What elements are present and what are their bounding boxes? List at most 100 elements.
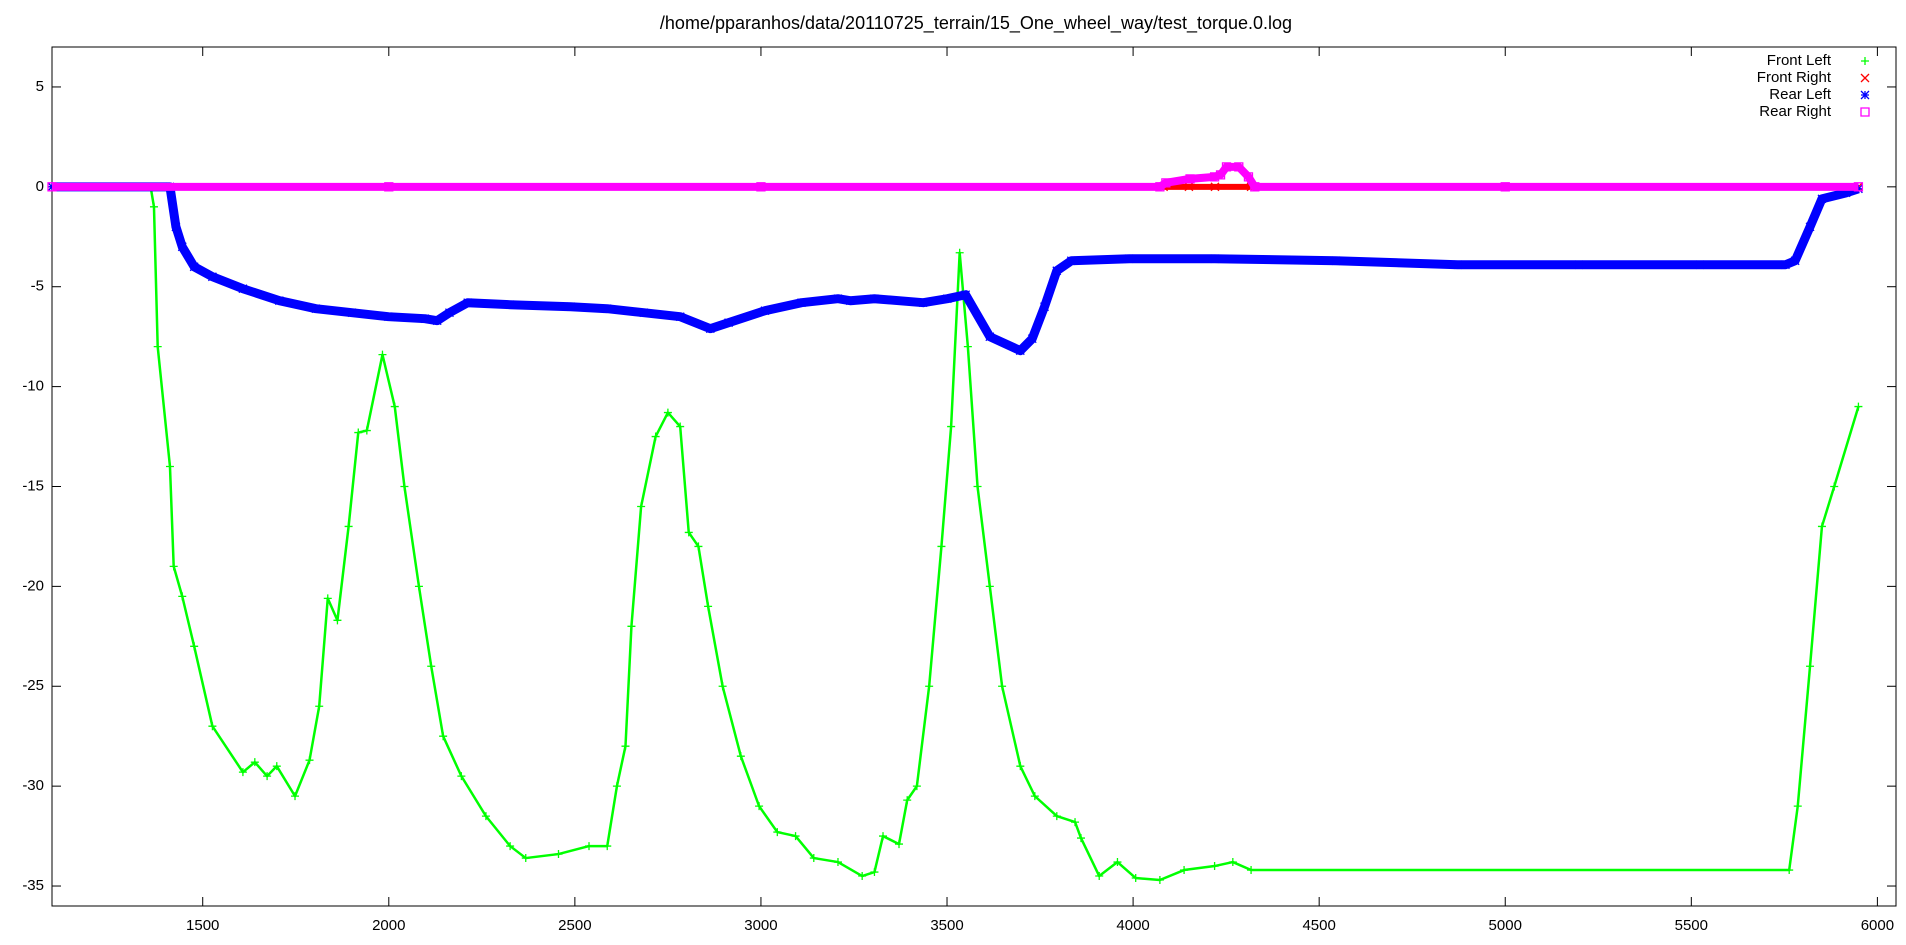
marker	[272, 762, 281, 771]
marker	[1124, 254, 1134, 264]
x-tick-label: 5000	[1489, 917, 1522, 934]
marker	[755, 802, 764, 811]
x-tick-label: 4500	[1302, 917, 1335, 934]
marker	[918, 298, 928, 308]
marker	[1331, 256, 1341, 266]
marker	[985, 332, 995, 342]
marker	[1854, 402, 1863, 411]
marker	[845, 296, 855, 306]
axes: 1500 2000 2500 3000 3500 4000 4500 5000 5500 6000…	[22, 47, 1896, 934]
marker	[1015, 346, 1025, 356]
marker	[457, 772, 466, 781]
legend-marker	[1860, 107, 1870, 117]
marker	[1221, 162, 1232, 172]
marker	[676, 422, 685, 431]
marker	[736, 752, 745, 761]
marker	[362, 426, 371, 435]
marker	[207, 272, 217, 282]
marker	[238, 284, 248, 294]
chart-title: /home/pparanhos/data/20110725_terrain/15…	[660, 13, 1292, 34]
marker	[149, 202, 158, 211]
marker	[985, 582, 994, 591]
x-tick-label: 3500	[930, 917, 963, 934]
marker	[1040, 302, 1049, 312]
x-tick-label: 6000	[1861, 917, 1894, 934]
marker	[998, 682, 1007, 691]
marker	[955, 248, 964, 257]
marker	[153, 342, 162, 351]
series-trace	[52, 182, 1860, 356]
marker	[427, 662, 436, 671]
marker	[756, 182, 766, 192]
marker	[177, 242, 187, 252]
marker	[1155, 876, 1164, 885]
marker	[333, 616, 342, 625]
marker	[1453, 260, 1463, 270]
marker	[1076, 834, 1085, 843]
y-tick-label: 5	[36, 78, 44, 95]
marker	[444, 308, 454, 318]
y-tick-label: -10	[22, 378, 44, 395]
marker	[833, 294, 843, 304]
marker	[344, 522, 353, 531]
plot-area	[47, 162, 1864, 885]
legend-label: Front Left	[1767, 52, 1832, 69]
marker	[663, 408, 672, 417]
marker	[378, 350, 387, 359]
marker	[937, 542, 946, 551]
marker	[760, 306, 770, 316]
marker	[190, 642, 199, 651]
marker	[1052, 266, 1062, 276]
marker	[961, 290, 971, 300]
marker	[1030, 792, 1039, 801]
marker	[420, 314, 430, 324]
marker	[895, 840, 904, 849]
marker	[1805, 222, 1815, 232]
marker	[263, 772, 272, 781]
marker	[1095, 872, 1104, 881]
marker	[291, 792, 300, 801]
marker	[947, 422, 956, 431]
marker	[1853, 182, 1864, 192]
marker	[400, 482, 409, 491]
marker	[238, 768, 247, 777]
marker	[1500, 182, 1510, 192]
marker	[1071, 818, 1080, 827]
y-tick-label: -25	[22, 677, 44, 694]
x-tick-label: 2000	[372, 917, 405, 934]
marker	[463, 298, 473, 308]
y-tick-label: -5	[31, 278, 44, 295]
marker	[1016, 762, 1025, 771]
marker	[1806, 662, 1815, 671]
marker	[390, 402, 399, 411]
marker	[1210, 182, 1220, 192]
legend-marker	[1860, 73, 1870, 83]
marker	[165, 462, 174, 471]
marker	[869, 294, 879, 304]
marker	[1247, 866, 1256, 875]
marker	[1250, 182, 1260, 192]
series-trace	[52, 162, 1859, 191]
legend-label: Rear Right	[1759, 103, 1832, 120]
marker	[718, 682, 727, 691]
marker	[554, 850, 563, 859]
marker	[637, 502, 646, 511]
marker	[506, 842, 515, 851]
marker	[1234, 162, 1244, 172]
marker	[704, 602, 713, 611]
marker	[315, 702, 324, 711]
marker	[274, 296, 284, 306]
x-tick-label: 1500	[186, 917, 219, 934]
y-tick-label: -15	[22, 477, 44, 494]
marker	[521, 854, 530, 863]
marker	[879, 832, 888, 841]
marker	[1184, 182, 1194, 192]
marker	[773, 828, 782, 837]
marker	[621, 742, 630, 751]
x-tick-label: 3000	[744, 917, 777, 934]
marker	[1185, 174, 1195, 184]
marker	[481, 812, 490, 821]
legend-label: Front Right	[1757, 69, 1832, 86]
